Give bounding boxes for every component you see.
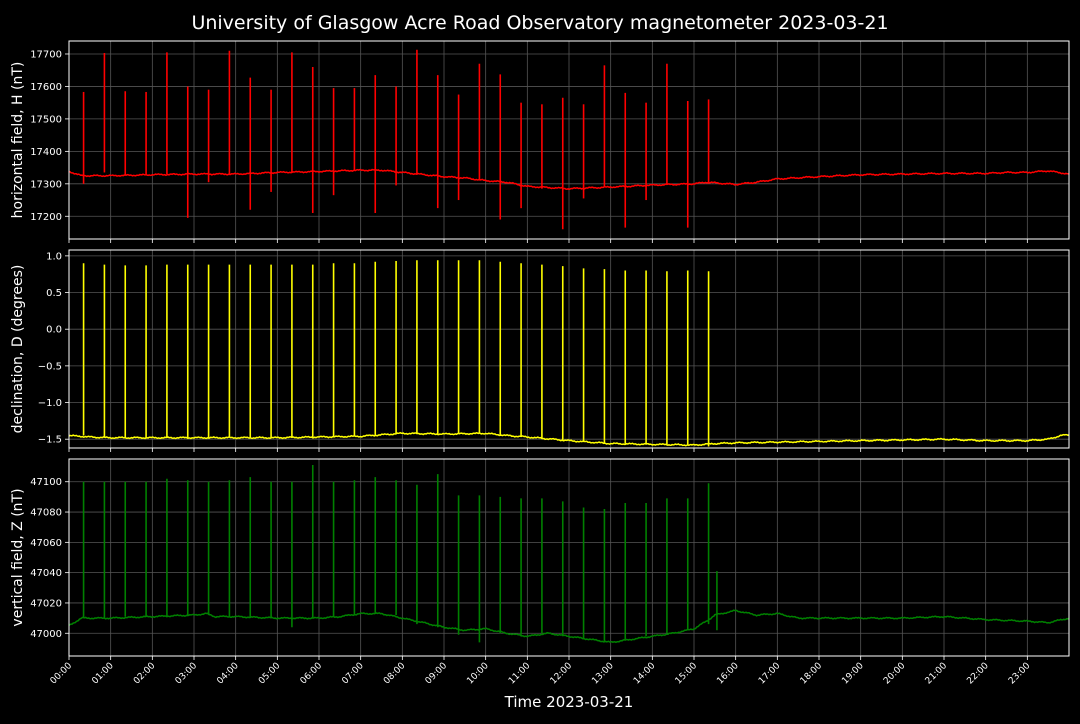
- panel-1: 17200 17300 17400 17500 17600 17700 horizontal…: [10, 40, 1070, 243]
- y-tick-label: 17500: [30, 114, 62, 125]
- y-tick-label: 17400: [30, 147, 62, 158]
- chart-title: University of Glasgow Acre Road Observat…: [191, 12, 888, 34]
- y-tick-label: 17200: [30, 212, 62, 223]
- y-tick-label: 47100: [30, 477, 62, 488]
- y-tick-label: 47060: [30, 538, 62, 549]
- x-axis-label: Time 2023-03-21: [504, 693, 634, 711]
- y-tick-label: 0.5: [46, 288, 62, 299]
- series-line: [68, 609, 1070, 644]
- panel-frame: [68, 249, 1070, 449]
- y-tick-label: −1.5: [38, 435, 62, 446]
- y-axis-label: horizontal field, H (nT): [10, 62, 26, 219]
- y-axis-label: vertical field, Z (nT): [10, 488, 26, 626]
- panel-frame: [68, 40, 1070, 240]
- series-line: [68, 431, 1070, 447]
- y-tick-label: 47040: [30, 568, 62, 579]
- y-tick-label: 17700: [30, 49, 62, 60]
- y-tick-label: 47000: [30, 629, 62, 640]
- y-tick-label: 47020: [30, 598, 62, 609]
- y-tick-label: −0.5: [38, 361, 62, 372]
- y-tick-label: 1.0: [46, 251, 62, 262]
- y-axis-label: declination, D (degrees): [10, 265, 26, 434]
- panel-frame: [68, 458, 1070, 657]
- y-tick-label: 17600: [30, 82, 62, 93]
- series-line: [68, 168, 1070, 191]
- y-tick-label: 0.0: [46, 325, 62, 336]
- y-tick-label: −1.0: [38, 398, 62, 409]
- panel-2: −1.5 −1.0 −0.5 0.0 0.5 1.0 declination, D (deg…: [10, 249, 1070, 452]
- y-tick-label: 17300: [30, 179, 62, 190]
- y-tick-label: 47080: [30, 508, 62, 519]
